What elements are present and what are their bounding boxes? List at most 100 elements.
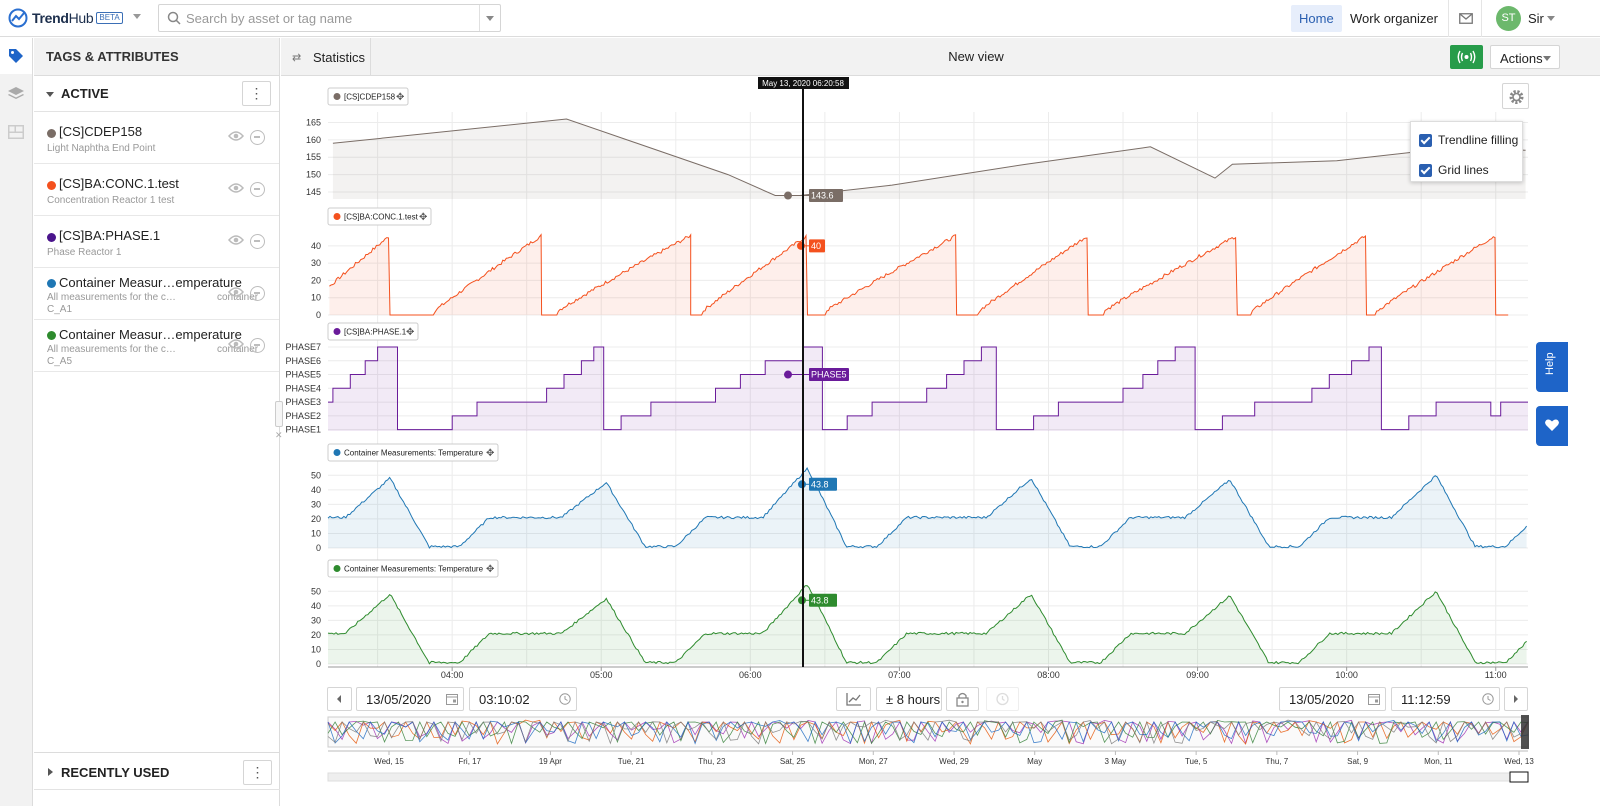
active-more-button[interactable] <box>242 81 271 106</box>
nav-home[interactable]: Home <box>1291 5 1342 32</box>
tags-panel-title: TAGS & ATTRIBUTES <box>34 38 279 76</box>
chart-mode-button[interactable] <box>836 687 871 711</box>
line-chart-icon <box>846 693 861 706</box>
collapse-chevron-icon[interactable] <box>46 92 54 97</box>
temp-c-a1-line <box>327 466 1528 549</box>
remove-tag-icon[interactable] <box>250 182 265 197</box>
recent-more-button[interactable] <box>243 760 272 785</box>
app-logo[interactable]: TrendHub BETA <box>8 8 123 28</box>
user-name[interactable]: Sir <box>1528 11 1544 26</box>
tag-item[interactable]: [CS]BA:PHASE.1 Phase Reactor 1 <box>34 216 279 268</box>
series-label-text: [CS]BA:PHASE.1 <box>344 328 407 337</box>
remove-tag-icon[interactable] <box>250 286 265 301</box>
dashboard-icon <box>8 125 24 139</box>
feedback-tab[interactable] <box>1536 406 1568 446</box>
rail-dashboard-tab[interactable] <box>0 114 32 150</box>
navigator-tick-label: Mon, 11 <box>1424 757 1453 766</box>
rail-tags-tab[interactable] <box>0 38 32 74</box>
series-label: [CS]BA:CONC.1.test ✥ <box>327 207 432 226</box>
y-tick-label: 0 <box>316 543 321 553</box>
app-name: TrendHub <box>32 10 94 26</box>
navigator-scrollbar <box>327 772 1529 782</box>
navigator-tick-label: Wed, 15 <box>374 757 404 766</box>
trendline-filling-option[interactable]: Trendline filling <box>1419 132 1518 148</box>
search-input[interactable] <box>186 5 476 31</box>
tag-description: All measurements for the c… <box>47 344 176 355</box>
chart-settings-popup: Trendline filling Grid lines <box>1410 121 1523 182</box>
chevron-right-icon <box>1514 695 1518 703</box>
eye-icon[interactable] <box>228 286 244 298</box>
eye-icon[interactable] <box>228 234 244 246</box>
nav-work-organizer[interactable]: Work organizer <box>1350 11 1438 26</box>
remove-tag-icon[interactable] <box>250 338 265 353</box>
clock-icon[interactable] <box>559 693 571 705</box>
expand-chevron-icon[interactable] <box>48 768 53 776</box>
tag-item[interactable]: Container Measur…emperature All measurem… <box>34 320 279 372</box>
rail-layers-tab[interactable] <box>0 76 32 112</box>
beta-badge: BETA <box>96 12 123 24</box>
gear-icon <box>1509 90 1524 104</box>
navigator-tick-label: Tue, 21 <box>618 757 645 766</box>
y-tick-label: 30 <box>311 258 321 268</box>
close-panel-icon[interactable]: ✕ <box>275 430 283 440</box>
avatar[interactable]: ST <box>1496 6 1521 31</box>
eye-icon[interactable] <box>228 130 244 142</box>
history-button[interactable] <box>986 687 1019 711</box>
time-span-selector[interactable]: ± 8 hours <box>876 687 942 711</box>
series-color-dot <box>333 565 341 572</box>
shift-forward-button[interactable] <box>1504 687 1528 711</box>
tag-item[interactable]: [CS]CDEP158 Light Naphtha End Point <box>34 112 279 164</box>
mail-icon <box>1459 13 1473 24</box>
y-tick-label: PHASE4 <box>285 383 321 393</box>
grid-lines-option[interactable]: Grid lines <box>1419 162 1489 178</box>
recently-used-section-header[interactable]: RECENTLY USED <box>34 752 280 790</box>
remove-tag-icon[interactable] <box>250 130 265 145</box>
cursor-value-badge <box>809 593 837 607</box>
active-section-header[interactable]: ACTIVE <box>34 76 279 112</box>
chart-settings-button[interactable] <box>1502 83 1529 109</box>
eye-icon[interactable] <box>228 338 244 350</box>
navigator-tick-label: Thu, 23 <box>698 757 726 766</box>
grid-lines-checkbox[interactable] <box>1419 163 1432 177</box>
cursor-value-text: 40 <box>811 241 821 251</box>
user-menu-chevron-icon[interactable] <box>1547 16 1555 21</box>
search-dropdown-button[interactable] <box>479 5 500 31</box>
statistics-button[interactable]: ⇄ Statistics <box>281 38 371 76</box>
calendar-icon[interactable] <box>446 693 458 705</box>
tag-name: Container Measur…emperature <box>59 275 242 290</box>
start-time-field[interactable]: 03:10:02 <box>469 687 577 711</box>
search-box[interactable] <box>158 4 501 32</box>
tag-item[interactable]: [CS]BA:CONC.1.test Concentration Reactor… <box>34 164 279 216</box>
end-time-field[interactable]: 11:12:59 <box>1391 687 1500 711</box>
search-icon <box>167 11 181 25</box>
chart-area: 145 150 155 160 165 [CS]CDEP158 ✥ 143.6 0 10 20 30 4… <box>281 76 1600 806</box>
navigator-scroll-thumb <box>1509 771 1529 783</box>
series-color-dot <box>333 328 341 335</box>
tag-description: Light Naphtha End Point <box>47 143 156 154</box>
app-switcher-chevron-icon[interactable] <box>133 14 141 19</box>
tag-item[interactable]: Container Measur…emperature All measurem… <box>34 268 279 320</box>
actions-button[interactable]: Actions <box>1490 45 1560 69</box>
live-mode-button[interactable] <box>1450 45 1483 69</box>
shift-back-button[interactable] <box>327 687 352 711</box>
clock-icon[interactable] <box>1482 693 1494 705</box>
tag-asset-id: C_A5 <box>47 356 73 367</box>
view-title[interactable]: New view <box>948 49 1004 64</box>
start-date-field[interactable]: 13/05/2020 <box>356 687 464 711</box>
trendline-filling-checkbox[interactable] <box>1419 133 1432 147</box>
layers-icon <box>8 87 24 99</box>
end-date-field[interactable]: 13/05/2020 <box>1279 687 1386 711</box>
messages-button[interactable] <box>1448 0 1482 37</box>
y-tick-label: 145 <box>306 187 321 197</box>
panel-resize-handle[interactable] <box>275 401 283 427</box>
active-section-title: ACTIVE <box>61 86 109 101</box>
side-rail <box>0 38 33 806</box>
help-tab[interactable]: Help <box>1536 342 1568 392</box>
lock-range-button[interactable] <box>946 687 979 711</box>
eye-icon[interactable] <box>228 182 244 194</box>
tag-color-dot <box>47 331 56 340</box>
remove-tag-icon[interactable] <box>250 234 265 249</box>
calendar-icon[interactable] <box>1368 693 1380 705</box>
series-label: Container Measurements: Temperature ✥ <box>327 559 499 578</box>
